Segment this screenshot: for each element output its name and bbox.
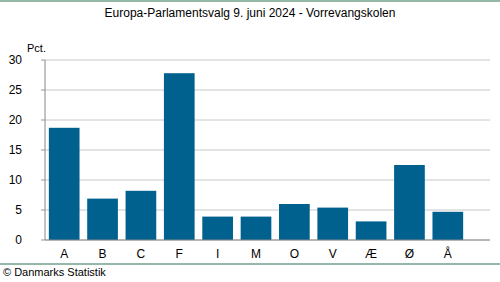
x-tick-label: M xyxy=(251,247,261,261)
x-tick-label: Ø xyxy=(405,247,414,261)
source: © Danmarks Statistik xyxy=(3,266,106,278)
x-tick-label: C xyxy=(137,247,146,261)
y-axis-line xyxy=(45,60,46,240)
y-tick-label: 5 xyxy=(15,203,22,217)
grid-line xyxy=(45,240,490,241)
bar xyxy=(356,221,387,240)
chart-svg: Europa-Parlamentsvalg 9. juni 2024 - Vor… xyxy=(0,0,500,282)
tick-mark xyxy=(41,240,45,241)
y-axis-label: Pct. xyxy=(27,42,46,54)
y-tick-label: 15 xyxy=(9,143,23,157)
bar xyxy=(317,208,348,240)
y-tick-label: 25 xyxy=(9,83,23,97)
bar xyxy=(126,191,157,240)
bar xyxy=(87,199,118,240)
x-tick-label: O xyxy=(290,247,299,261)
x-tick-label: A xyxy=(60,247,68,261)
tick-mark xyxy=(41,90,45,91)
bars xyxy=(49,73,463,240)
frame-top xyxy=(0,1,500,2)
x-tick-label: V xyxy=(329,247,337,261)
bar xyxy=(202,217,233,240)
y-tick-label: 10 xyxy=(9,173,23,187)
x-tick-label: I xyxy=(216,247,219,261)
chart-container: Europa-Parlamentsvalg 9. juni 2024 - Vor… xyxy=(0,0,500,282)
x-tick-label: Å xyxy=(444,246,452,261)
y-tick-label: 20 xyxy=(9,113,23,127)
title: Europa-Parlamentsvalg 9. juni 2024 - Vor… xyxy=(105,6,396,20)
tick-mark xyxy=(41,180,45,181)
tick-mark xyxy=(41,60,45,61)
tick-mark xyxy=(41,150,45,151)
frame-bottom xyxy=(0,264,500,265)
bar xyxy=(279,204,310,240)
y-tick-label: 30 xyxy=(9,53,23,67)
grid-line xyxy=(45,150,490,151)
grid-line xyxy=(45,60,490,61)
x-axis-line xyxy=(45,240,490,241)
tick-mark xyxy=(41,210,45,211)
bar xyxy=(432,212,463,240)
bar xyxy=(241,217,272,240)
bar xyxy=(49,128,80,240)
y-tick-label: 0 xyxy=(15,233,22,247)
x-tick-label: Æ xyxy=(365,247,377,261)
tick-mark xyxy=(41,120,45,121)
grid-line xyxy=(45,120,490,121)
x-tick-label: B xyxy=(99,247,107,261)
bar xyxy=(394,165,425,240)
x-tick-label: F xyxy=(176,247,183,261)
bar xyxy=(164,73,195,240)
grid-line xyxy=(45,90,490,91)
